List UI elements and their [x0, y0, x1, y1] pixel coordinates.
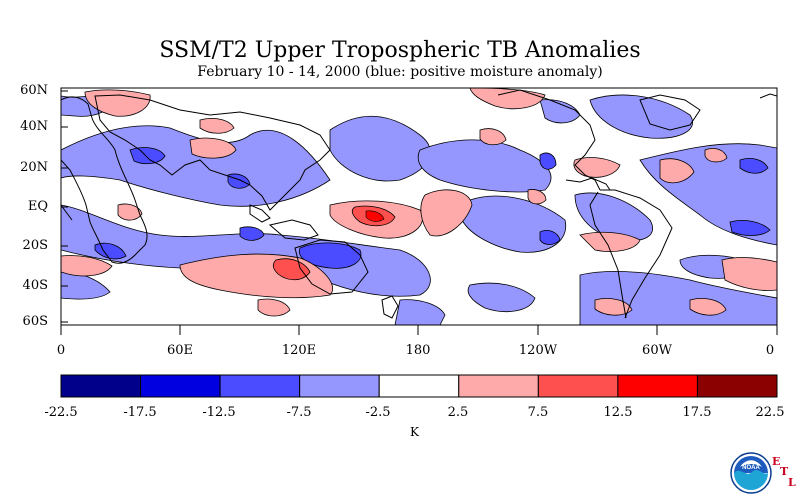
noaa-logo: NOAA	[730, 452, 772, 494]
chart-subtitle: February 10 - 14, 2000 (blue: positive m…	[197, 64, 603, 80]
colorbar-label: 7.5	[527, 405, 549, 420]
anomaly-field	[61, 88, 777, 325]
etl-letter: L	[788, 476, 796, 489]
noaa-logo-text: NOAA	[742, 465, 760, 471]
colorbar-label: 2.5	[447, 405, 469, 420]
lat-label-eq: EQ	[27, 199, 48, 214]
chart-title: SSM/T2 Upper Tropospheric TB Anomalies	[159, 38, 641, 63]
colorbar-swatch	[60, 374, 142, 398]
colorbar-unit: K	[410, 425, 419, 439]
colorbar-swatch	[378, 374, 460, 398]
lat-label-40n: 40N	[20, 119, 48, 134]
colorbar-label: -22.5	[44, 405, 78, 420]
colorbar-swatch	[537, 374, 619, 398]
etl-letter: T	[780, 465, 789, 478]
colorbar-swatch	[140, 374, 221, 398]
lon-label-0: 0	[56, 343, 66, 358]
lat-label-20s: 20S	[22, 238, 48, 253]
lon-label-180: 180	[405, 343, 431, 358]
colorbar	[60, 374, 778, 398]
colorbar-label: 12.5	[603, 405, 633, 420]
colorbar-label: -12.5	[202, 405, 236, 420]
colorbar-label: 17.5	[682, 405, 712, 420]
lon-label-60e: 60E	[166, 343, 194, 358]
colorbar-label: -17.5	[123, 405, 157, 420]
colorbar-label: -7.5	[286, 405, 312, 420]
axis-ticks	[60, 90, 778, 335]
colorbar-label: -2.5	[365, 405, 391, 420]
colorbar-swatch	[696, 374, 778, 398]
colorbar-swatch	[219, 374, 301, 398]
lon-label-120e: 120E	[281, 343, 317, 358]
lat-label-60s: 60S	[22, 314, 48, 329]
lat-label-40s: 40S	[22, 278, 48, 293]
etl-letter: E	[772, 455, 781, 468]
lat-label-60n: 60N	[20, 83, 48, 98]
lon-label-60w: 60W	[642, 343, 672, 358]
coastlines	[61, 89, 777, 319]
colorbar-label: 22.5	[755, 405, 785, 420]
lon-label-120w: 120W	[518, 343, 558, 358]
lon-label-0-east: 0	[765, 343, 775, 358]
colorbar-swatch	[458, 374, 539, 398]
colorbar-swatch	[617, 374, 698, 398]
lat-label-20n: 20N	[20, 160, 48, 175]
colorbar-swatch	[299, 374, 380, 398]
